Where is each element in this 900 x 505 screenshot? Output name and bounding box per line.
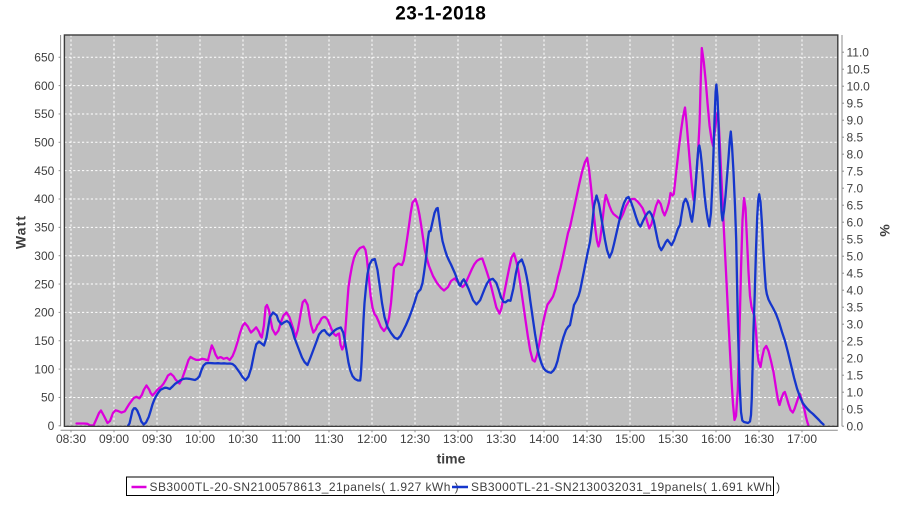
svg-text:1.5: 1.5: [847, 368, 864, 382]
svg-text:0: 0: [48, 419, 55, 433]
svg-text:12:30: 12:30: [400, 432, 430, 446]
svg-text:650: 650: [34, 50, 54, 64]
svg-text:5.0: 5.0: [847, 249, 864, 263]
svg-text:2.5: 2.5: [847, 334, 864, 348]
svg-text:13:00: 13:00: [443, 432, 473, 446]
svg-text:11:30: 11:30: [314, 432, 343, 446]
svg-text:9.5: 9.5: [847, 96, 864, 110]
svg-text:7.0: 7.0: [847, 181, 864, 195]
svg-text:10:30: 10:30: [228, 432, 258, 446]
svg-text:4.5: 4.5: [847, 266, 864, 280]
svg-text:0.0: 0.0: [847, 419, 864, 433]
svg-text:1.0: 1.0: [847, 385, 864, 399]
svg-text:550: 550: [34, 107, 54, 121]
svg-text:14:30: 14:30: [572, 432, 602, 446]
svg-text:400: 400: [34, 192, 54, 206]
svg-text:16:30: 16:30: [744, 432, 774, 446]
svg-text:08:30: 08:30: [56, 432, 86, 446]
svg-text:0.5: 0.5: [847, 402, 864, 416]
svg-text:time: time: [437, 451, 466, 467]
svg-text:09:00: 09:00: [99, 432, 129, 446]
svg-text:3.5: 3.5: [847, 300, 864, 314]
svg-text:250: 250: [34, 277, 54, 291]
svg-text:4.0: 4.0: [847, 283, 864, 297]
svg-text:150: 150: [34, 334, 54, 348]
svg-text:SB3000TL-20-SN2100578613_21pan: SB3000TL-20-SN2100578613_21panels( 1.927…: [150, 480, 460, 494]
svg-text:6.0: 6.0: [847, 215, 864, 229]
svg-text:13:30: 13:30: [486, 432, 516, 446]
svg-text:500: 500: [34, 136, 54, 150]
svg-text:200: 200: [34, 306, 54, 320]
svg-text:100: 100: [34, 362, 54, 376]
svg-text:Watt: Watt: [12, 215, 28, 249]
svg-text:16:00: 16:00: [701, 432, 731, 446]
svg-text:%: %: [877, 224, 893, 237]
svg-text:9.0: 9.0: [847, 113, 864, 127]
svg-text:10.5: 10.5: [847, 62, 871, 76]
svg-text:50: 50: [41, 391, 55, 405]
svg-text:11:00: 11:00: [271, 432, 300, 446]
svg-text:SB3000TL-21-SN2130032031_19pan: SB3000TL-21-SN2130032031_19panels( 1.691…: [471, 480, 781, 494]
svg-text:5.5: 5.5: [847, 232, 864, 246]
svg-text:450: 450: [34, 164, 54, 178]
svg-text:2.0: 2.0: [847, 351, 864, 365]
svg-text:7.5: 7.5: [847, 164, 864, 178]
svg-text:12:00: 12:00: [357, 432, 387, 446]
svg-text:11.0: 11.0: [847, 45, 870, 59]
svg-text:8.5: 8.5: [847, 130, 864, 144]
svg-text:15:30: 15:30: [658, 432, 688, 446]
svg-text:17:00: 17:00: [787, 432, 817, 446]
svg-text:300: 300: [34, 249, 54, 263]
svg-text:10.0: 10.0: [847, 79, 871, 93]
svg-text:10:00: 10:00: [185, 432, 215, 446]
svg-text:14:00: 14:00: [529, 432, 559, 446]
svg-text:600: 600: [34, 79, 54, 93]
svg-text:23-1-2018: 23-1-2018: [395, 3, 486, 24]
svg-text:3.0: 3.0: [847, 317, 864, 331]
svg-text:350: 350: [34, 221, 54, 235]
svg-text:15:00: 15:00: [615, 432, 645, 446]
svg-text:6.5: 6.5: [847, 198, 864, 212]
svg-text:09:30: 09:30: [142, 432, 172, 446]
svg-text:8.0: 8.0: [847, 147, 864, 161]
